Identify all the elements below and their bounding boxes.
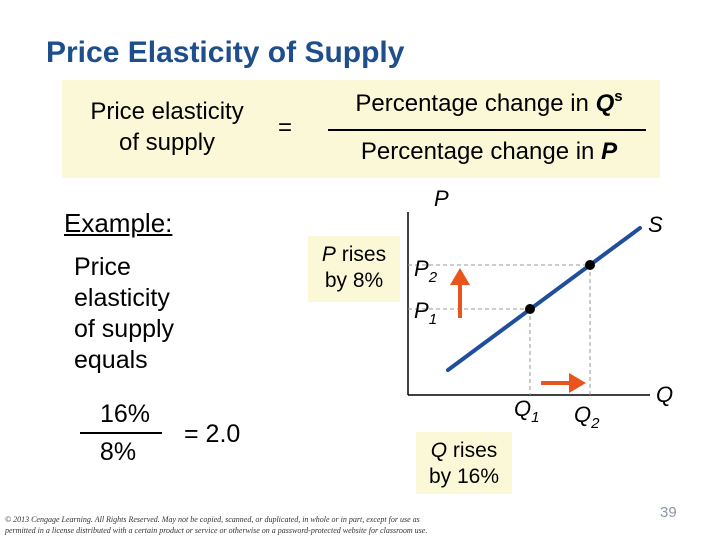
q2-label: Q2	[574, 402, 599, 432]
formula-denominator: Percentage change in P	[324, 138, 654, 166]
formula-left-line2: of supply	[118, 129, 216, 156]
q2-label-var: Q	[574, 402, 592, 427]
p2-label: P2	[414, 256, 437, 286]
formula-left-side: Price elasticity of supply	[62, 96, 272, 158]
price-rise-arrow-head	[450, 268, 470, 285]
p1-label-sub: 1	[428, 311, 438, 328]
copyright-notice: © 2013 Cengage Learning. All Rights Rese…	[5, 515, 428, 535]
formula-numerator-var: Q	[595, 90, 615, 117]
quantity-rise-note-line1: Q rises	[416, 438, 512, 464]
example-line1: Price	[74, 253, 131, 281]
formula-denominator-text: Percentage change in	[360, 138, 602, 165]
formula-numerator-text: Percentage change in	[355, 90, 596, 117]
price-rise-note: P rises by 8%	[308, 236, 400, 302]
price-rise-var: P	[321, 243, 336, 266]
example-fraction-numerator: 16%	[99, 400, 151, 428]
page-number: 39	[660, 504, 677, 521]
point-q1-p1	[525, 304, 535, 314]
p2-label-var: P	[414, 256, 429, 281]
example-line3: of supply	[74, 315, 175, 343]
example-fraction-bar	[80, 432, 162, 434]
formula-left-line1: Price elasticity	[90, 98, 244, 125]
formula-numerator-sup: s	[614, 88, 623, 105]
example-heading: Example:	[64, 208, 173, 238]
example-text: Price elasticity of supply equals	[74, 252, 214, 376]
formula-numerator: Percentage change in Qs	[324, 88, 654, 118]
q1-label-var: Q	[514, 396, 532, 421]
p1-label: P1	[414, 298, 437, 328]
price-rise-note-line1: P rises	[308, 242, 400, 268]
formula-denominator-var: P	[601, 138, 618, 165]
example-result: = 2.0	[184, 420, 241, 448]
supply-curve	[446, 226, 642, 372]
quantity-rise-text: rises	[447, 439, 498, 462]
formula-box: Price elasticity of supply = Percentage …	[62, 80, 660, 178]
formula-equals-sign: =	[278, 114, 293, 141]
y-axis-label: P	[434, 186, 449, 211]
quantity-rise-note-line2: by 16%	[428, 465, 500, 488]
price-rise-note-line2: by 8%	[324, 269, 384, 292]
q1-label-sub: 1	[531, 409, 540, 426]
quantity-rise-note: Q rises by 16%	[416, 432, 512, 494]
example-fraction-denominator: 8%	[99, 438, 137, 466]
price-rise-text: rises	[335, 243, 387, 266]
x-axis-label: Q	[656, 382, 674, 407]
q1-label: Q1	[514, 396, 539, 426]
p1-label-var: P	[414, 298, 429, 323]
q2-label-sub: 2	[591, 415, 600, 432]
slide-title: Price Elasticity of Supply	[46, 36, 405, 69]
quantity-rise-arrow-head	[569, 373, 586, 393]
point-q2-p2	[585, 260, 595, 270]
quantity-rise-var: Q	[430, 439, 448, 462]
formula-fraction-bar	[328, 129, 646, 131]
example-line4: equals	[74, 346, 148, 374]
p2-label-sub: 2	[428, 269, 438, 286]
example-line2: elasticity	[74, 284, 170, 312]
supply-label: S	[648, 212, 663, 237]
